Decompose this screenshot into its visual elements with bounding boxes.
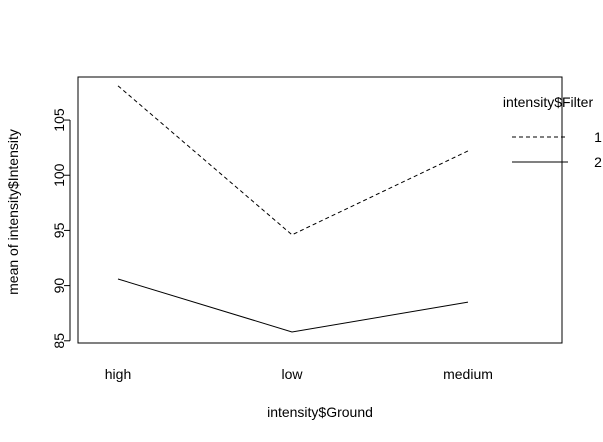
- legend-label-1: 1: [594, 129, 602, 145]
- legend-title: intensity$Filter: [503, 94, 594, 110]
- y-tick-label: 90: [51, 278, 67, 294]
- x-axis: high low medium: [105, 366, 493, 382]
- series-line-2: [117, 278, 469, 333]
- x-tick-label: high: [105, 366, 131, 382]
- y-axis-label: mean of intensity$Intensity: [5, 129, 21, 295]
- y-tick-label: 85: [51, 333, 67, 349]
- y-tick-label: 105: [51, 108, 67, 132]
- x-tick-label: low: [281, 366, 303, 382]
- legend: intensity$Filter 1 2: [503, 94, 602, 170]
- plot-box: [77, 76, 563, 344]
- x-axis-label: intensity$Ground: [267, 404, 373, 420]
- y-axis: 85 90 95 100 105: [51, 108, 71, 349]
- series-line-1: [117, 85, 469, 236]
- series-layer: [117, 85, 469, 333]
- y-tick-label: 95: [51, 222, 67, 238]
- y-tick-label: 100: [51, 163, 67, 187]
- legend-label-2: 2: [594, 154, 602, 170]
- x-tick-label: medium: [443, 366, 493, 382]
